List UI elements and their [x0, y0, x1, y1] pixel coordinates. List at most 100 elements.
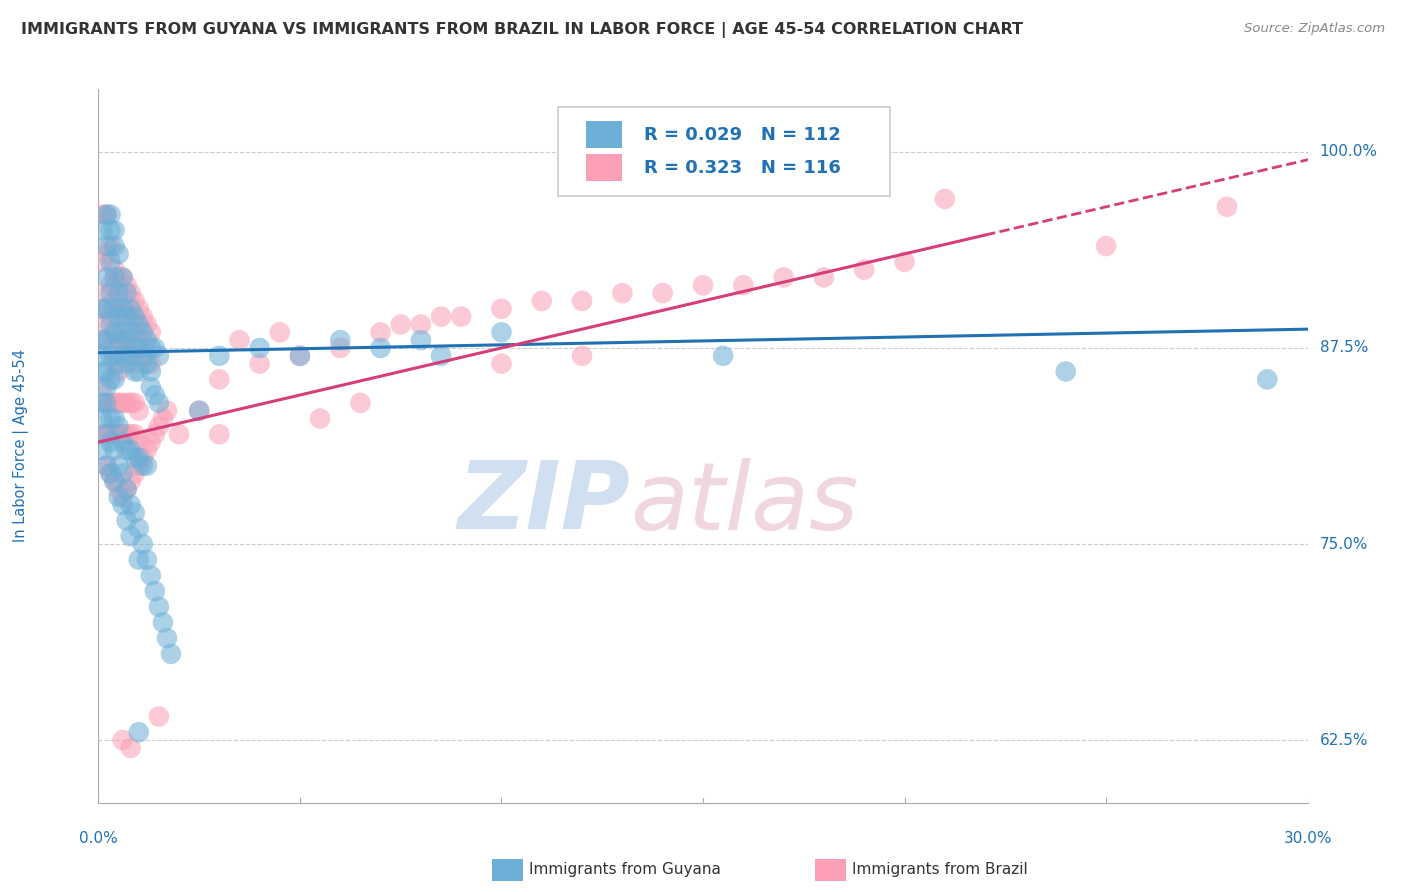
- Point: [813, 270, 835, 285]
- Point: [124, 326, 146, 340]
- Point: [120, 396, 142, 410]
- Point: [91, 301, 114, 316]
- Point: [120, 318, 142, 332]
- Point: [132, 341, 155, 355]
- Text: Immigrants from Guyana: Immigrants from Guyana: [529, 863, 720, 877]
- Point: [111, 427, 134, 442]
- Point: [132, 326, 155, 340]
- Point: [128, 341, 150, 355]
- Point: [148, 349, 170, 363]
- Point: [100, 278, 122, 293]
- Text: atlas: atlas: [630, 458, 859, 549]
- Point: [124, 427, 146, 442]
- Point: [96, 208, 118, 222]
- Point: [96, 239, 118, 253]
- Text: 0.0%: 0.0%: [79, 831, 118, 846]
- Point: [100, 254, 122, 268]
- Point: [128, 364, 150, 378]
- Point: [329, 333, 352, 347]
- Point: [107, 490, 129, 504]
- Point: [409, 318, 432, 332]
- Point: [120, 326, 142, 340]
- Point: [96, 396, 118, 410]
- Point: [132, 310, 155, 324]
- Point: [772, 270, 794, 285]
- Point: [124, 467, 146, 481]
- Point: [96, 286, 118, 301]
- Point: [96, 301, 118, 316]
- Point: [100, 427, 122, 442]
- Point: [132, 458, 155, 473]
- Point: [103, 349, 125, 363]
- Text: Source: ZipAtlas.com: Source: ZipAtlas.com: [1244, 22, 1385, 36]
- Text: R = 0.029   N = 112: R = 0.029 N = 112: [644, 126, 841, 144]
- Point: [115, 278, 138, 293]
- Point: [103, 270, 125, 285]
- Point: [103, 293, 125, 308]
- Point: [1095, 239, 1118, 253]
- Point: [269, 326, 291, 340]
- FancyBboxPatch shape: [586, 121, 621, 148]
- Point: [111, 498, 134, 512]
- Point: [135, 458, 157, 473]
- Point: [107, 333, 129, 347]
- Point: [188, 403, 211, 417]
- Text: ZIP: ZIP: [457, 457, 630, 549]
- Point: [450, 310, 472, 324]
- Point: [143, 427, 166, 442]
- Point: [135, 318, 157, 332]
- Point: [115, 333, 138, 347]
- Point: [96, 333, 118, 347]
- Point: [571, 293, 593, 308]
- Point: [1256, 372, 1278, 386]
- Point: [148, 396, 170, 410]
- Point: [120, 301, 142, 316]
- Point: [107, 427, 129, 442]
- Point: [91, 427, 114, 442]
- Point: [228, 333, 250, 347]
- Point: [120, 349, 142, 363]
- Point: [115, 482, 138, 496]
- Point: [96, 364, 118, 378]
- Point: [107, 270, 129, 285]
- Point: [103, 396, 125, 410]
- Point: [111, 326, 134, 340]
- Point: [612, 286, 634, 301]
- Point: [115, 341, 138, 355]
- Point: [111, 349, 134, 363]
- Point: [143, 388, 166, 402]
- Point: [135, 333, 157, 347]
- Point: [91, 208, 114, 222]
- Point: [389, 318, 412, 332]
- Point: [139, 326, 162, 340]
- Point: [107, 364, 129, 378]
- Point: [107, 310, 129, 324]
- Point: [96, 427, 118, 442]
- Point: [100, 411, 122, 425]
- Point: [329, 341, 352, 355]
- Point: [128, 403, 150, 417]
- Point: [208, 427, 231, 442]
- Point: [1054, 364, 1077, 378]
- Point: [124, 450, 146, 465]
- Point: [124, 293, 146, 308]
- Point: [96, 380, 118, 394]
- Point: [107, 396, 129, 410]
- Point: [103, 372, 125, 386]
- Point: [934, 192, 956, 206]
- Point: [103, 223, 125, 237]
- Point: [120, 286, 142, 301]
- Point: [96, 427, 118, 442]
- Point: [111, 270, 134, 285]
- Point: [128, 552, 150, 566]
- Point: [128, 725, 150, 739]
- Point: [91, 411, 114, 425]
- Point: [107, 301, 129, 316]
- Point: [152, 615, 174, 630]
- Point: [128, 521, 150, 535]
- Point: [115, 396, 138, 410]
- Point: [143, 341, 166, 355]
- FancyBboxPatch shape: [586, 154, 621, 181]
- Point: [103, 239, 125, 253]
- Point: [430, 310, 453, 324]
